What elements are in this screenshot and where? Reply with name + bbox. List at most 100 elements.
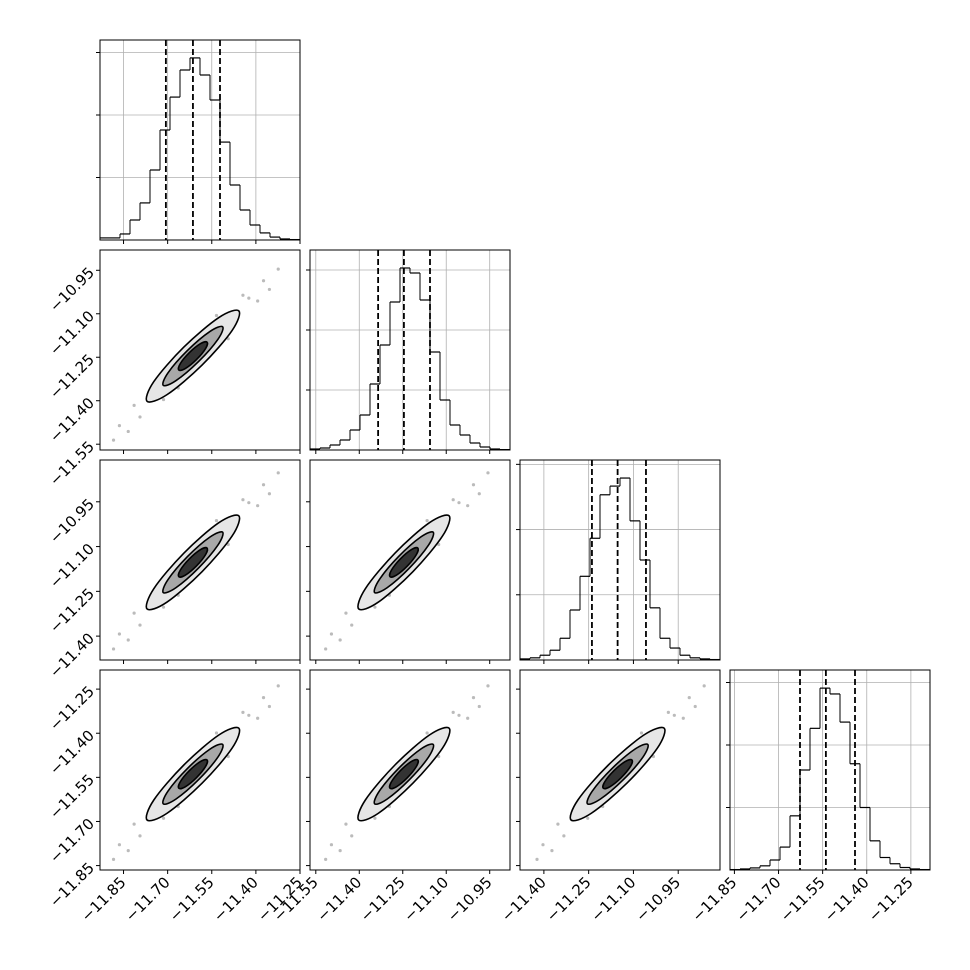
sample-point <box>214 518 219 523</box>
sample-point <box>477 492 481 496</box>
x-tick-label: −11.25 <box>357 873 409 925</box>
contour <box>177 546 209 578</box>
sample-point <box>256 299 260 303</box>
sample-point <box>161 816 166 820</box>
x-tick-label: −11.10 <box>587 873 639 925</box>
y-tick-label: −11.25 <box>46 351 98 403</box>
contour <box>177 341 209 372</box>
sample-point <box>477 704 481 709</box>
sample-point <box>117 632 122 636</box>
sample-point <box>276 684 280 688</box>
y-tick-label: −11.10 <box>46 540 98 592</box>
panel-frame <box>309 459 511 661</box>
y-tick-label: −11.25 <box>46 585 98 637</box>
x-tick-label: −11.25 <box>865 873 917 925</box>
x-tick-label: −11.70 <box>122 873 174 925</box>
sample-point <box>261 696 266 700</box>
sample-point <box>451 498 455 502</box>
x-tick-label: −11.70 <box>733 873 785 925</box>
sample-point <box>324 857 328 862</box>
sample-point <box>672 713 676 717</box>
panel-frame <box>99 459 301 661</box>
y-tick-label: −10.95 <box>46 495 98 547</box>
x-tick-label: −11.10 <box>400 873 452 925</box>
sample-point <box>214 313 219 318</box>
sample-point <box>457 713 461 717</box>
sample-point <box>344 822 348 826</box>
y-tick-label: −11.40 <box>46 727 98 779</box>
sample-point <box>586 816 590 820</box>
sample-point <box>666 710 670 714</box>
sample-point <box>687 696 691 700</box>
sample-point <box>126 848 130 853</box>
panel-frame <box>729 669 931 871</box>
sample-point <box>247 713 251 717</box>
sample-point <box>117 424 122 428</box>
x-tick-label: −11.55 <box>166 873 218 925</box>
sample-point <box>344 611 348 615</box>
sample-point <box>111 857 116 862</box>
y-tick-label: −11.40 <box>46 394 98 446</box>
panel-frame <box>519 669 721 871</box>
sample-point <box>247 501 251 505</box>
sample-point <box>111 647 116 651</box>
sample-point <box>132 403 136 407</box>
x-tick-label: −11.85 <box>688 873 740 925</box>
panel-frame <box>309 249 511 451</box>
y-tick-label: −11.40 <box>46 629 98 681</box>
sample-point <box>693 704 697 709</box>
sample-point <box>126 429 130 434</box>
x-tick-label: −11.40 <box>821 873 873 925</box>
sample-point <box>132 611 136 615</box>
sample-point <box>276 267 280 271</box>
sample-point <box>702 684 706 688</box>
sample-point <box>261 279 266 283</box>
sample-point <box>267 704 272 709</box>
y-tick-label: −10.95 <box>46 264 98 316</box>
x-tick-label: −11.40 <box>313 873 365 925</box>
sample-point <box>373 816 377 820</box>
x-tick-label: −11.40 <box>498 873 550 925</box>
sample-point <box>639 731 644 735</box>
sample-point <box>550 848 554 853</box>
sample-point <box>241 710 245 714</box>
sample-point <box>350 834 354 838</box>
contour <box>177 758 209 790</box>
sample-point <box>457 501 461 505</box>
contour <box>388 758 419 790</box>
contour <box>602 758 634 790</box>
contour <box>388 546 419 578</box>
sample-point <box>261 483 266 487</box>
sample-point <box>117 843 122 847</box>
y-tick-label: −11.25 <box>46 682 98 734</box>
sample-point <box>350 623 354 627</box>
panel-frame <box>99 39 301 241</box>
panel-frame <box>99 669 301 871</box>
y-tick-label: −11.55 <box>46 771 98 823</box>
panel-frame <box>519 459 721 661</box>
x-tick-label: −10.95 <box>632 873 684 925</box>
sample-point <box>681 716 685 720</box>
sample-point <box>247 296 251 300</box>
sample-point <box>338 638 342 642</box>
sample-point <box>267 287 272 292</box>
sample-point <box>486 684 490 688</box>
sample-point <box>329 632 334 636</box>
sample-point <box>256 504 260 508</box>
y-tick-label: −11.70 <box>46 815 98 867</box>
sample-point <box>471 483 476 487</box>
sample-point <box>329 843 334 847</box>
sample-point <box>241 498 245 502</box>
sample-point <box>267 492 272 496</box>
sample-point <box>486 471 490 475</box>
sample-point <box>466 716 470 720</box>
sample-point <box>161 605 166 609</box>
sample-point <box>535 857 539 862</box>
x-tick-label: −11.25 <box>543 873 595 925</box>
y-tick-label: −11.10 <box>46 307 98 359</box>
sample-point <box>256 716 260 720</box>
sample-point <box>111 438 116 442</box>
x-tick-label: −11.40 <box>210 873 262 925</box>
sample-point <box>425 731 429 735</box>
